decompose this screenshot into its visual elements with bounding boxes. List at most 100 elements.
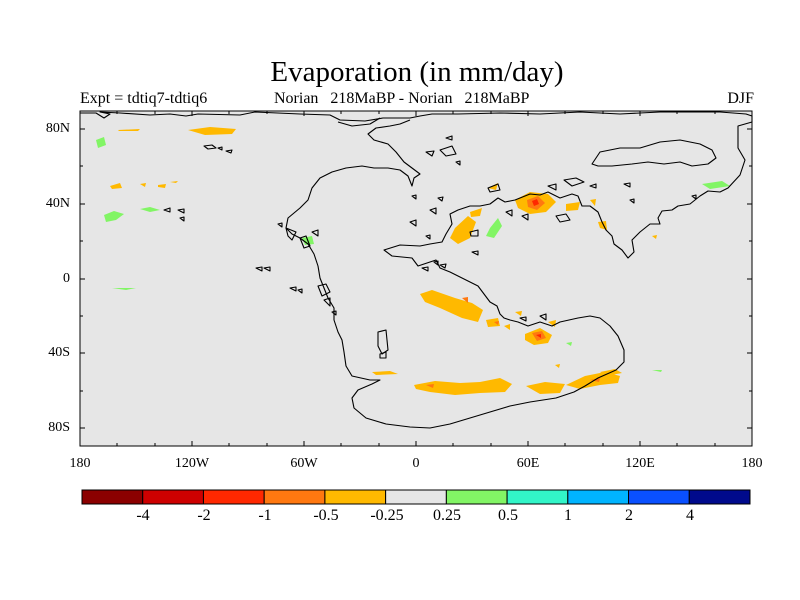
anomaly-region	[96, 137, 106, 148]
colorbar-label: -2	[197, 507, 211, 524]
anomaly-region	[555, 364, 560, 368]
island	[471, 250, 479, 256]
anomaly-region	[526, 382, 565, 394]
anomaly-region	[494, 321, 499, 325]
colorbar	[81, 489, 751, 505]
island	[469, 229, 479, 237]
island	[299, 235, 311, 249]
lon-label: 180	[741, 456, 763, 471]
anomaly-region	[104, 211, 124, 222]
island	[409, 219, 417, 227]
anomaly-region	[112, 288, 136, 290]
island	[439, 145, 457, 157]
anomaly-region	[110, 183, 122, 189]
island	[203, 144, 217, 150]
island	[455, 160, 461, 166]
lat-label: 80N	[45, 121, 70, 136]
map-title: Evaporation (in mm/day)	[270, 56, 564, 88]
anomaly-region	[532, 199, 539, 206]
island	[289, 286, 297, 292]
lon-label: 180	[69, 456, 91, 471]
colorbar-box	[385, 489, 447, 505]
coastline	[591, 139, 717, 167]
colorbar-label: 1	[564, 507, 572, 524]
island	[429, 207, 437, 215]
island	[323, 297, 331, 307]
season-label: DJF	[727, 90, 754, 107]
lat-label: 40N	[45, 196, 70, 211]
colorbar-label: -0.25	[370, 507, 404, 524]
lon-label: 0	[412, 456, 420, 471]
anomaly-region	[170, 181, 178, 183]
anomaly-region	[702, 181, 730, 189]
island	[487, 183, 501, 193]
colorbar-box	[202, 489, 265, 505]
lat-label: 0	[63, 271, 70, 286]
anomaly-region	[158, 184, 166, 188]
island	[445, 135, 453, 141]
colorbar-box	[142, 489, 204, 505]
island	[433, 260, 439, 266]
colorbar-box	[445, 489, 508, 505]
island	[563, 177, 585, 187]
axis-ticks	[79, 111, 753, 446]
island	[285, 227, 297, 241]
anomaly-region	[504, 324, 510, 330]
colorbar-label: -0.5	[313, 507, 339, 524]
island	[379, 351, 387, 359]
colorbar-box	[567, 489, 630, 505]
island	[421, 266, 429, 272]
island	[297, 288, 303, 294]
island	[439, 263, 447, 269]
colorbar-box	[324, 489, 387, 505]
anomaly-region	[188, 127, 236, 135]
colorbar-label: 4	[686, 507, 694, 524]
anomaly-region	[536, 334, 541, 338]
colorbar-label: 0.25	[433, 507, 461, 524]
island	[539, 313, 547, 321]
colorbar-box	[628, 489, 690, 505]
colorbar-box	[81, 489, 144, 505]
anomaly-region	[462, 297, 468, 303]
anomaly-region	[414, 378, 512, 395]
anomaly-region	[652, 370, 662, 372]
colorbar-box	[506, 489, 569, 505]
lon-label: 60E	[516, 456, 540, 471]
coastline	[337, 117, 381, 127]
anomaly-region	[140, 183, 146, 187]
anomaly-region	[450, 216, 476, 244]
colorbar-box	[688, 489, 751, 505]
anomaly-region	[566, 342, 572, 346]
island	[411, 194, 417, 200]
anomaly-region	[140, 207, 160, 212]
colorbar-label: 2	[625, 507, 633, 524]
island	[521, 213, 529, 221]
anomaly-region	[566, 202, 580, 211]
anomaly-region	[486, 218, 502, 238]
lat-label: 80S	[48, 420, 70, 435]
island	[331, 310, 337, 316]
anomaly-region	[652, 235, 657, 239]
anomaly-region	[118, 129, 140, 131]
island	[177, 208, 185, 214]
island	[263, 266, 271, 272]
anomaly-fills	[96, 127, 730, 395]
island	[547, 183, 557, 191]
island	[505, 209, 513, 217]
anomaly-region	[590, 199, 596, 206]
island	[425, 150, 435, 157]
lon-label: 120W	[174, 456, 210, 471]
island	[555, 213, 571, 223]
anomaly-region	[372, 371, 398, 375]
island	[589, 183, 597, 189]
colorbar-label: 0.5	[498, 507, 518, 524]
anomaly-region	[420, 290, 483, 322]
island	[519, 316, 527, 322]
colorbar-label: -1	[258, 507, 272, 524]
island	[437, 196, 444, 202]
island	[179, 216, 185, 222]
coastlines	[80, 111, 753, 429]
island	[225, 149, 233, 154]
anomaly-region	[515, 311, 522, 316]
